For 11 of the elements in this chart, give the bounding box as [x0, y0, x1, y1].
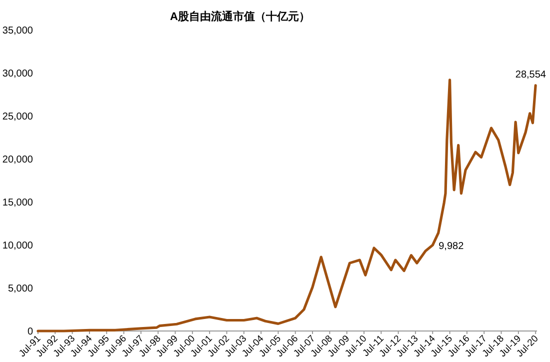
y-tick-label: 35,000 [2, 26, 34, 36]
title: A股自由流通市值（十亿元） [170, 11, 310, 23]
y-tick-label: 15,000 [2, 198, 34, 208]
y-tick-label: 0 [27, 326, 34, 338]
y-tick-label: 20,000 [2, 154, 34, 166]
y-tick-label: 30,000 [2, 68, 34, 80]
y-tick-label: 5,000 [8, 284, 34, 294]
annotation: 28,554 [515, 69, 546, 80]
y-tick-label: 10,000 [2, 240, 34, 252]
annotation: 9,982 [438, 241, 464, 252]
y-tick-label: 25,000 [2, 112, 34, 122]
